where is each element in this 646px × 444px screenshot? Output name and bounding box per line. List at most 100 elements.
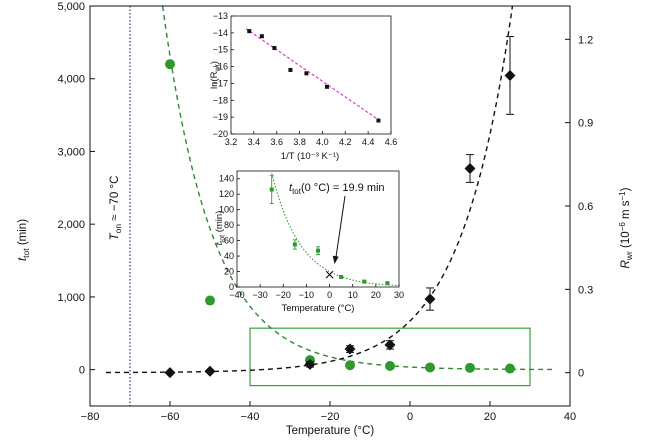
main-data-points [164, 36, 516, 379]
inset-top-x-axis-label: 1/T (10⁻³ K⁻¹) [281, 151, 339, 162]
inset-top-y-tick-label: −20 [213, 129, 228, 139]
main-left-y-ticks: 0 1,000 2,000 3,000 4,000 5,000 [57, 1, 95, 377]
main-right-y-axis-label: Rwr (10−6 m s−1) [618, 187, 634, 268]
main-right-y-tick-label: 0.9 [578, 118, 593, 130]
inset-top-y-axis-label: ln(Rwr) [209, 61, 222, 89]
main-left-y-tick-label: 3,000 [57, 146, 85, 158]
ttot-fit-curve [161, 6, 554, 371]
inset-bottom-x-tick-label: −20 [276, 290, 291, 300]
main-right-y-label-tail: (10 [620, 231, 632, 251]
inset-bottom-annotation: ttot(0 °C) = 19.9 min [289, 182, 385, 196]
main-right-y-ticks: 0 0.3 0.6 0.9 1.2 [565, 34, 593, 380]
ttot-point [505, 363, 515, 374]
inset-top-y-tick-label: −18 [213, 95, 228, 105]
inset-top-y-tick-label: −14 [213, 28, 228, 38]
main-x-tick-label: −80 [81, 411, 100, 423]
main-left-y-tick-label: 4,000 [57, 74, 85, 86]
inset-bottom-y-tick-label: 140 [219, 174, 234, 184]
rwr-point [304, 358, 316, 370]
inset-top-y-tick-label: −19 [213, 112, 228, 122]
inset-bottom-data-points [269, 175, 390, 286]
inset-bottom-point [269, 187, 274, 192]
inset-bottom-y-tick-label: 20 [224, 267, 234, 277]
main-right-y-label-sub: wr [624, 251, 634, 261]
main-x-tick-label: 20 [484, 411, 496, 423]
main-right-y-tick-label: 0.6 [578, 201, 593, 213]
main-left-y-label-tail: (min) [17, 219, 29, 249]
inset-top-point [247, 29, 252, 34]
main-left-y-tick-label: 5,000 [57, 1, 85, 13]
inset-bottom-y-label-sub: tot [220, 235, 227, 243]
inset-top-fit-line [245, 28, 380, 122]
inset-top-x-tick-label: 4.4 [362, 137, 375, 147]
inset-top-data-points [247, 29, 381, 123]
inset-bottom-y-tick-label: 40 [224, 251, 234, 261]
ttot-point [345, 360, 355, 371]
inset-bottom-x-tick-label: 0 [327, 290, 332, 300]
inset-bottom-x-tick-label: −10 [299, 290, 314, 300]
inset-top-y-tick-label: −13 [213, 11, 228, 21]
inset-top-fit [245, 28, 380, 122]
inset-bottom-y-label-main: t [214, 242, 225, 245]
inset-bottom-x-axis-label: Temperature (°C) [282, 303, 355, 314]
inset-top-x-tick-label: 4.0 [316, 137, 329, 147]
main-right-y-label-close: ) [620, 187, 632, 191]
inset-top-x-tick-label: 3.2 [225, 137, 238, 147]
annotation-arrow-head [332, 255, 339, 264]
annotation-pre: t [289, 182, 293, 194]
inset-top-point [288, 67, 293, 72]
inset-top-x-tick-label: 4.6 [385, 137, 398, 147]
main-left-y-axis-label: ttot (min) [17, 219, 31, 261]
inset-bottom-y-tick-label: 120 [219, 189, 234, 199]
inset-bottom-y-tick-label: 60 [224, 236, 234, 246]
inset-bottom-plot-frame [236, 170, 400, 288]
main-x-tick-label: 40 [564, 411, 576, 423]
ttot-point [205, 295, 215, 306]
main-right-y-label-main: R [620, 260, 632, 268]
onset-label-main: T [109, 232, 121, 240]
inset-bottom-background [237, 171, 399, 287]
inset-top-x-tick-label: 3.8 [293, 137, 306, 147]
inset-top-y-tick-label: −16 [213, 62, 228, 72]
inset-top-y-label-tail: ) [209, 61, 220, 64]
inset-top-x-tick-label: 3.4 [248, 137, 261, 147]
inset-top-point [259, 34, 264, 39]
inset-bottom-point [292, 242, 297, 247]
main-right-y-label-sup2: −1 [618, 191, 627, 201]
inset-top-x-tick-label: 4.2 [339, 137, 352, 147]
inset-bottom-fit-curve [271, 173, 400, 287]
onset-label-tail: ≈ −70 °C [109, 176, 121, 224]
main-right-y-tick-label: 0.3 [578, 284, 593, 296]
inset-bottom-point [362, 279, 367, 284]
annotation-sub: tot [292, 187, 302, 196]
inset-bottom-y-axis-label: ttot (min) [214, 211, 227, 246]
main-x-tick-label: −40 [241, 411, 260, 423]
inset-bottom-x-tick-label: −40 [229, 290, 244, 300]
onset-label-sub: on [113, 224, 123, 234]
main-left-y-tick-label: 1,000 [57, 292, 85, 304]
main-fit-curves [106, 6, 554, 374]
inset-bottom-cross-marker [325, 270, 334, 279]
highlight-rectangle [249, 327, 531, 387]
inset-bottom-y-label-tail: (min) [214, 211, 225, 235]
inset-bottom-x-tick-label: −30 [253, 290, 268, 300]
rwr-point [164, 367, 176, 379]
rwr-point [464, 163, 476, 174]
inset-bottom-x-tick-label: 10 [348, 290, 358, 300]
inset-bottom-x-tick-label: 20 [371, 290, 381, 300]
inset-top-point [304, 71, 309, 76]
inset-top-y-tick-label: −15 [213, 45, 228, 55]
inset-bottom-x-ticks: −40 −30 −20 −10 0 10 20 30 [229, 284, 404, 300]
highlight-box [249, 327, 531, 387]
inset-bottom-y-tick-label: 100 [219, 205, 234, 215]
onset-temperature-label: Ton ≈ −70 °C [109, 176, 123, 241]
main-x-tick-label: −60 [161, 411, 180, 423]
inset-bottom-x-tick-label: 30 [394, 290, 404, 300]
main-chart: −80 −60 −40 −20 0 20 40 01,0002,0003,0004,0005… [17, 1, 634, 437]
rwr-point [384, 339, 396, 351]
rwr-point [204, 365, 216, 377]
main-right-y-tick-label: 0 [578, 368, 584, 380]
main-x-tick-label: −20 [321, 411, 340, 423]
annotation-arrow-line [335, 195, 346, 258]
annotation-post: (0 °C) = 19.9 min [301, 182, 385, 194]
